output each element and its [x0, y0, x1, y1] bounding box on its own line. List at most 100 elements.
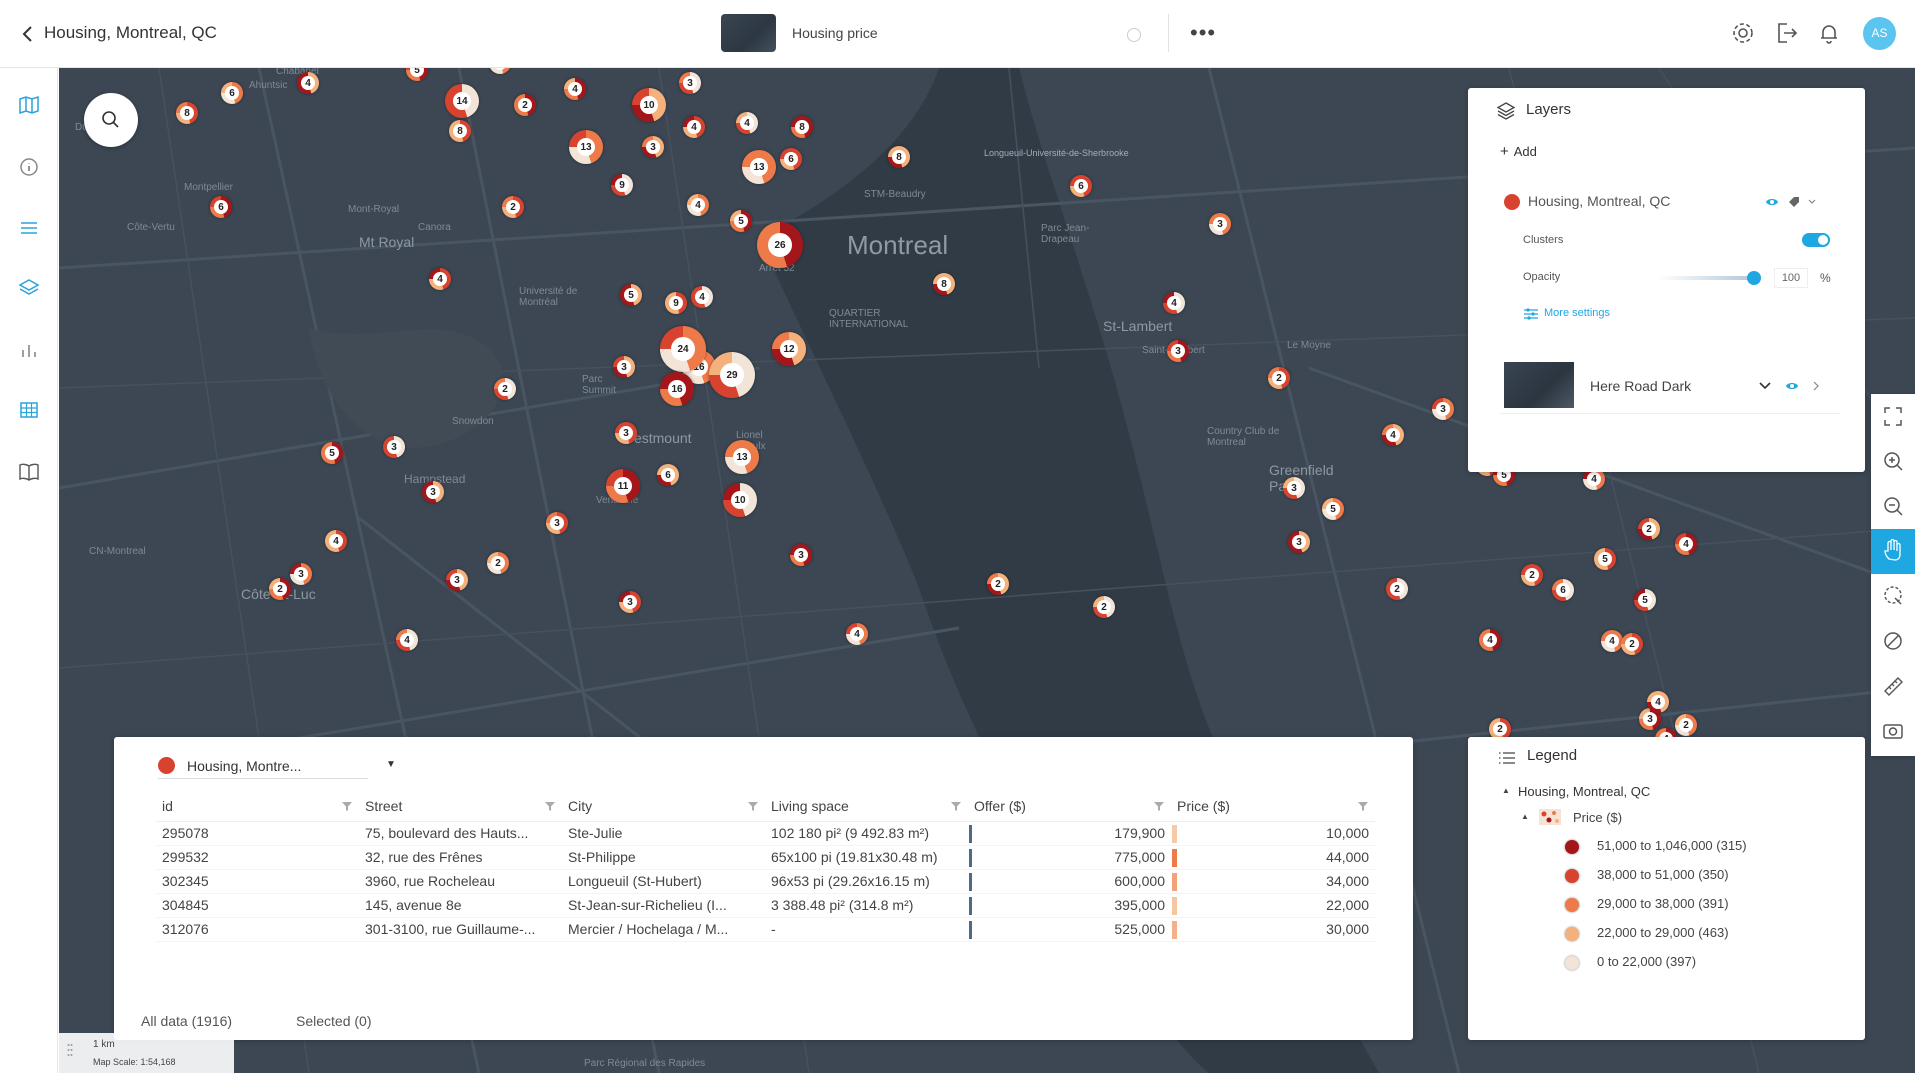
cluster-marker[interactable]: 6 — [657, 464, 679, 486]
cluster-marker[interactable]: 2 — [1621, 633, 1643, 655]
cluster-marker[interactable]: 3 — [613, 356, 635, 378]
tag-icon[interactable] — [1787, 195, 1801, 209]
cluster-marker[interactable]: 2 — [514, 94, 536, 116]
eye-icon[interactable] — [1785, 380, 1799, 392]
cluster-marker[interactable]: 13 — [569, 130, 603, 164]
more-options-icon[interactable]: ••• — [1190, 20, 1217, 45]
cluster-marker[interactable]: 4 — [1647, 691, 1669, 713]
cluster-marker[interactable]: 4 — [325, 530, 347, 552]
cluster-marker[interactable]: 4 — [1163, 292, 1185, 314]
cluster-marker[interactable]: 4 — [297, 72, 319, 94]
settings-sliders-icon[interactable] — [1523, 307, 1539, 321]
cluster-marker[interactable]: 3 — [619, 591, 641, 613]
cluster-marker[interactable]: 16 — [660, 372, 694, 406]
cluster-marker[interactable]: 9 — [611, 174, 633, 196]
cluster-marker[interactable]: 2 — [1489, 718, 1511, 740]
table-row[interactable]: 302345 3960, rue Rocheleau Longueuil (St… — [156, 869, 1375, 894]
column-header-street[interactable]: Street — [359, 791, 562, 822]
basemap-row[interactable]: Here Road Dark — [1500, 358, 1840, 414]
cluster-marker[interactable]: 2 — [1386, 578, 1408, 600]
cluster-marker[interactable]: 5 — [321, 442, 343, 464]
export-icon[interactable] — [1773, 20, 1799, 46]
cluster-marker[interactable]: 12 — [772, 332, 806, 366]
column-header-price[interactable]: Price ($) — [1171, 791, 1375, 822]
cluster-marker[interactable]: 10 — [632, 88, 666, 122]
chevron-down-icon[interactable] — [1758, 380, 1772, 392]
opacity-input[interactable]: 100 — [1774, 268, 1808, 288]
cluster-marker[interactable]: 3 — [1283, 477, 1305, 499]
filter-icon[interactable] — [950, 800, 962, 812]
cluster-marker[interactable]: 5 — [1634, 589, 1656, 611]
layer-selector-dropdown[interactable]: Housing, Montre... ▼ — [158, 751, 396, 779]
cluster-marker[interactable]: 4 — [1479, 629, 1501, 651]
table-icon[interactable] — [17, 398, 41, 422]
cluster-marker[interactable]: 13 — [725, 440, 759, 474]
filter-icon[interactable] — [1357, 800, 1369, 812]
cluster-marker[interactable]: 6 — [1552, 579, 1574, 601]
cluster-marker[interactable]: 2 — [1093, 596, 1115, 618]
cluster-marker[interactable]: 6 — [210, 196, 232, 218]
cluster-marker[interactable]: 4 — [564, 78, 586, 100]
cluster-marker[interactable]: 4 — [846, 623, 868, 645]
column-header-id[interactable]: id — [156, 791, 359, 822]
cluster-marker[interactable]: 8 — [933, 273, 955, 295]
chevron-right-icon[interactable] — [1811, 380, 1821, 392]
filter-icon[interactable] — [341, 800, 353, 812]
cluster-marker[interactable]: 6 — [780, 148, 802, 170]
cluster-marker[interactable]: 5 — [406, 68, 428, 81]
cluster-marker[interactable]: 3 — [1209, 213, 1231, 235]
map-icon[interactable] — [17, 93, 41, 117]
cluster-marker[interactable]: 8 — [791, 116, 813, 138]
cluster-marker[interactable]: 3 — [1288, 531, 1310, 553]
cluster-marker[interactable]: 14 — [445, 84, 479, 118]
cluster-marker[interactable]: 3 — [1167, 340, 1189, 362]
avatar[interactable]: AS — [1863, 17, 1896, 50]
map-name[interactable]: Housing price — [792, 25, 878, 41]
cluster-marker[interactable]: 2 — [269, 578, 291, 600]
layers-icon[interactable] — [17, 276, 41, 300]
cluster-marker[interactable]: 2 — [1521, 564, 1543, 586]
cluster-marker[interactable]: 8 — [449, 120, 471, 142]
cluster-marker[interactable]: 26 — [757, 222, 803, 268]
clusters-toggle[interactable] — [1802, 233, 1830, 247]
cluster-marker[interactable]: 8 — [888, 146, 910, 168]
filter-icon[interactable] — [544, 800, 556, 812]
cluster-marker[interactable]: 4 — [429, 268, 451, 290]
cluster-marker[interactable]: 3 — [790, 544, 812, 566]
ruler-icon[interactable] — [1871, 664, 1915, 709]
zoom-out-icon[interactable] — [1871, 484, 1915, 529]
filter-icon[interactable] — [1153, 800, 1165, 812]
cluster-marker[interactable]: 6 — [1070, 175, 1092, 197]
bell-icon[interactable] — [1816, 20, 1842, 46]
cluster-marker[interactable]: 3 — [1432, 398, 1454, 420]
cluster-marker[interactable]: 3 — [422, 481, 444, 503]
cluster-marker[interactable]: 8 — [176, 102, 198, 124]
all-data-tab[interactable]: All data (1916) — [141, 1013, 233, 1029]
cluster-marker[interactable]: 4 — [1583, 468, 1605, 490]
cluster-marker[interactable]: 6 — [221, 82, 243, 104]
camera-icon[interactable] — [1871, 709, 1915, 754]
cluster-marker[interactable]: 5 — [730, 210, 752, 232]
cluster-marker[interactable]: 3 — [290, 563, 312, 585]
cluster-marker[interactable]: 6 — [489, 68, 511, 74]
collapse-triangle-icon[interactable]: ▲ — [1521, 812, 1529, 821]
cluster-marker[interactable]: 5 — [1594, 548, 1616, 570]
opacity-slider-track[interactable] — [1658, 276, 1753, 280]
column-header-offer[interactable]: Offer ($) — [968, 791, 1171, 822]
clear-selection-icon[interactable] — [1871, 619, 1915, 664]
cluster-marker[interactable]: 9 — [665, 292, 687, 314]
list-icon[interactable] — [17, 216, 41, 240]
cluster-marker[interactable]: 3 — [679, 72, 701, 94]
table-row[interactable]: 295078 75, boulevard des Hauts... Ste-Ju… — [156, 821, 1375, 846]
book-icon[interactable] — [17, 460, 41, 484]
opacity-slider-handle[interactable] — [1747, 271, 1761, 285]
cluster-marker[interactable]: 2 — [1268, 367, 1290, 389]
cluster-marker[interactable]: 3 — [1639, 708, 1661, 730]
info-icon[interactable] — [17, 155, 41, 179]
bar-chart-icon[interactable] — [17, 338, 41, 362]
cluster-marker[interactable]: 4 — [736, 112, 758, 134]
cluster-marker[interactable]: 29 — [709, 352, 755, 398]
cluster-marker[interactable]: 5 — [1322, 498, 1344, 520]
cluster-marker[interactable]: 4 — [1601, 630, 1623, 652]
cluster-marker[interactable]: 24 — [660, 326, 706, 372]
